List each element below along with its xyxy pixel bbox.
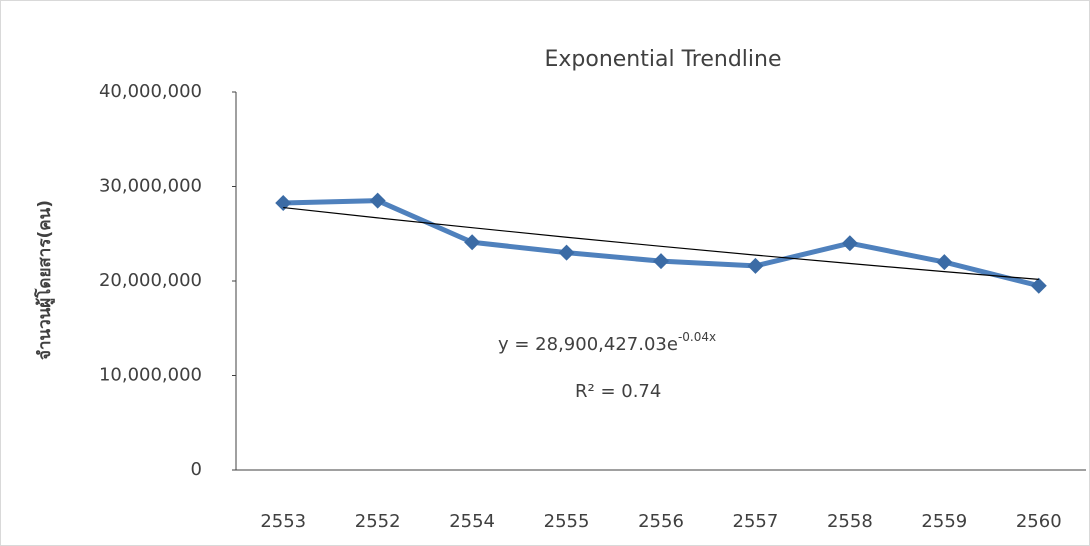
equation-exponent: -0.04x [678,330,716,344]
marker [653,253,669,270]
marker [369,192,386,209]
x-tick-label: 2557 [733,511,779,532]
x-tick-label: 2558 [827,511,873,532]
marker [275,195,292,212]
trend-equation: y = 28,900,427.03e-0.04x [498,330,716,356]
marker [841,235,858,252]
marker [747,257,764,274]
equation: y = 28,900,427.03e [498,334,678,355]
marker [1030,277,1047,294]
y-tick-label: 20,000,000 [99,270,202,291]
x-tick-label: 2552 [355,511,401,532]
r-squared: R² = 0.74 [575,381,661,402]
x-tick-label: 2556 [638,511,684,532]
x-tick-label: 2555 [544,511,590,532]
trendline [283,206,1039,280]
x-tick-label: 2559 [921,511,967,532]
y-axis-label: จำนวนผู้โดยสาร(คน) [34,200,56,360]
x-tick-label: 2553 [260,511,306,532]
chart-title: Exponential Trendline [544,47,781,72]
x-tick-label: 2560 [1016,511,1062,532]
y-tick-label: 10,000,000 [99,365,202,386]
marker [464,234,481,251]
marker [558,244,575,261]
y-tick-label: 0 [191,459,202,480]
marker [936,254,953,271]
y-tick-label: 40,000,000 [99,81,202,102]
x-tick-label: 2554 [449,511,495,532]
y-tick-label: 30,000,000 [99,176,202,197]
